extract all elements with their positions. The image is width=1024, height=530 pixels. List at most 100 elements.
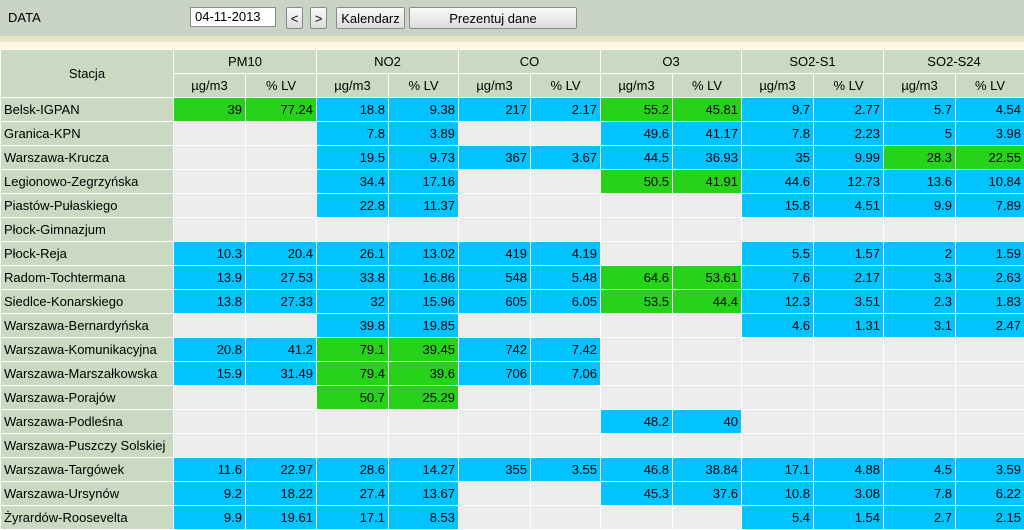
value-cell — [174, 314, 246, 338]
value-cell: 53.5 — [601, 290, 673, 314]
percent-lv-cell — [389, 218, 459, 242]
next-day-button[interactable]: > — [310, 7, 327, 29]
value-cell: 9.9 — [884, 194, 956, 218]
value-cell — [601, 242, 673, 266]
percent-lv-cell — [814, 410, 884, 434]
percent-lv-cell — [956, 338, 1024, 362]
value-cell: 17.1 — [317, 506, 389, 530]
value-cell — [459, 482, 531, 506]
value-cell: 2.7 — [884, 506, 956, 530]
percent-lv-cell — [246, 122, 317, 146]
value-cell — [174, 122, 246, 146]
prev-day-button[interactable]: < — [286, 7, 303, 29]
value-cell: 706 — [459, 362, 531, 386]
value-cell: 12.3 — [742, 290, 814, 314]
table-row: Warszawa-Puszczy Solskiej — [1, 434, 1024, 458]
percent-lv-cell — [246, 146, 317, 170]
percent-lv-cell: 13.67 — [389, 482, 459, 506]
value-cell: 32 — [317, 290, 389, 314]
value-cell: 50.7 — [317, 386, 389, 410]
percent-lv-cell: 20.4 — [246, 242, 317, 266]
value-cell — [884, 386, 956, 410]
percent-lv-cell — [246, 386, 317, 410]
percent-lv-cell — [246, 218, 317, 242]
value-cell — [742, 410, 814, 434]
percent-lv-cell — [673, 506, 742, 530]
percent-lv-cell: 41.91 — [673, 170, 742, 194]
percent-lv-cell: 31.49 — [246, 362, 317, 386]
date-input[interactable]: 04-11-2013 — [190, 7, 276, 27]
value-cell: 28.6 — [317, 458, 389, 482]
value-cell: 15.8 — [742, 194, 814, 218]
column-header-unit: µg/m3 — [174, 74, 246, 98]
percent-lv-cell: 1.54 — [814, 506, 884, 530]
value-cell: 17.1 — [742, 458, 814, 482]
percent-lv-cell: 36.93 — [673, 146, 742, 170]
date-label: DATA — [8, 10, 41, 25]
percent-lv-cell — [531, 386, 601, 410]
value-cell — [742, 434, 814, 458]
value-cell — [601, 194, 673, 218]
calendar-button[interactable]: Kalendarz — [336, 7, 405, 29]
value-cell: 7.6 — [742, 266, 814, 290]
value-cell: 49.6 — [601, 122, 673, 146]
station-name: Belsk-IGPAN — [1, 98, 174, 122]
value-cell: 20.8 — [174, 338, 246, 362]
value-cell — [174, 386, 246, 410]
value-cell — [884, 434, 956, 458]
station-name: Warszawa-Krucza — [1, 146, 174, 170]
percent-lv-cell: 9.73 — [389, 146, 459, 170]
percent-lv-cell: 4.19 — [531, 242, 601, 266]
percent-lv-cell: 3.59 — [956, 458, 1024, 482]
percent-lv-cell — [531, 482, 601, 506]
value-cell — [459, 410, 531, 434]
value-cell — [317, 410, 389, 434]
percent-lv-cell: 6.05 — [531, 290, 601, 314]
value-cell — [742, 362, 814, 386]
value-cell — [601, 386, 673, 410]
value-cell: 13.8 — [174, 290, 246, 314]
percent-lv-cell: 44.4 — [673, 290, 742, 314]
value-cell — [884, 362, 956, 386]
value-cell: 9.7 — [742, 98, 814, 122]
percent-lv-cell — [673, 362, 742, 386]
column-header-pollutant: SO2-S1 — [742, 50, 884, 74]
percent-lv-cell: 17.16 — [389, 170, 459, 194]
percent-lv-cell — [956, 362, 1024, 386]
percent-lv-cell — [814, 218, 884, 242]
value-cell: 742 — [459, 338, 531, 362]
percent-lv-cell — [673, 338, 742, 362]
show-data-button[interactable]: Prezentuj dane — [409, 7, 577, 29]
column-header-unit: % LV — [246, 74, 317, 98]
station-name: Warszawa-Komunikacyjna — [1, 338, 174, 362]
percent-lv-cell: 15.96 — [389, 290, 459, 314]
percent-lv-cell — [246, 410, 317, 434]
percent-lv-cell: 27.33 — [246, 290, 317, 314]
station-name: Legionowo-Zegrzyńska — [1, 170, 174, 194]
percent-lv-cell — [814, 338, 884, 362]
percent-lv-cell: 25.29 — [389, 386, 459, 410]
value-cell — [459, 194, 531, 218]
station-name: Płock-Reja — [1, 242, 174, 266]
value-cell: 48.2 — [601, 410, 673, 434]
value-cell — [601, 338, 673, 362]
value-cell: 2 — [884, 242, 956, 266]
value-cell — [459, 314, 531, 338]
value-cell: 9.2 — [174, 482, 246, 506]
value-cell: 13.6 — [884, 170, 956, 194]
percent-lv-cell: 19.85 — [389, 314, 459, 338]
percent-lv-cell — [246, 170, 317, 194]
value-cell: 5.5 — [742, 242, 814, 266]
value-cell: 3.3 — [884, 266, 956, 290]
value-cell: 28.3 — [884, 146, 956, 170]
station-name: Warszawa-Podleśna — [1, 410, 174, 434]
percent-lv-cell — [246, 434, 317, 458]
value-cell: 22.8 — [317, 194, 389, 218]
value-cell — [601, 314, 673, 338]
